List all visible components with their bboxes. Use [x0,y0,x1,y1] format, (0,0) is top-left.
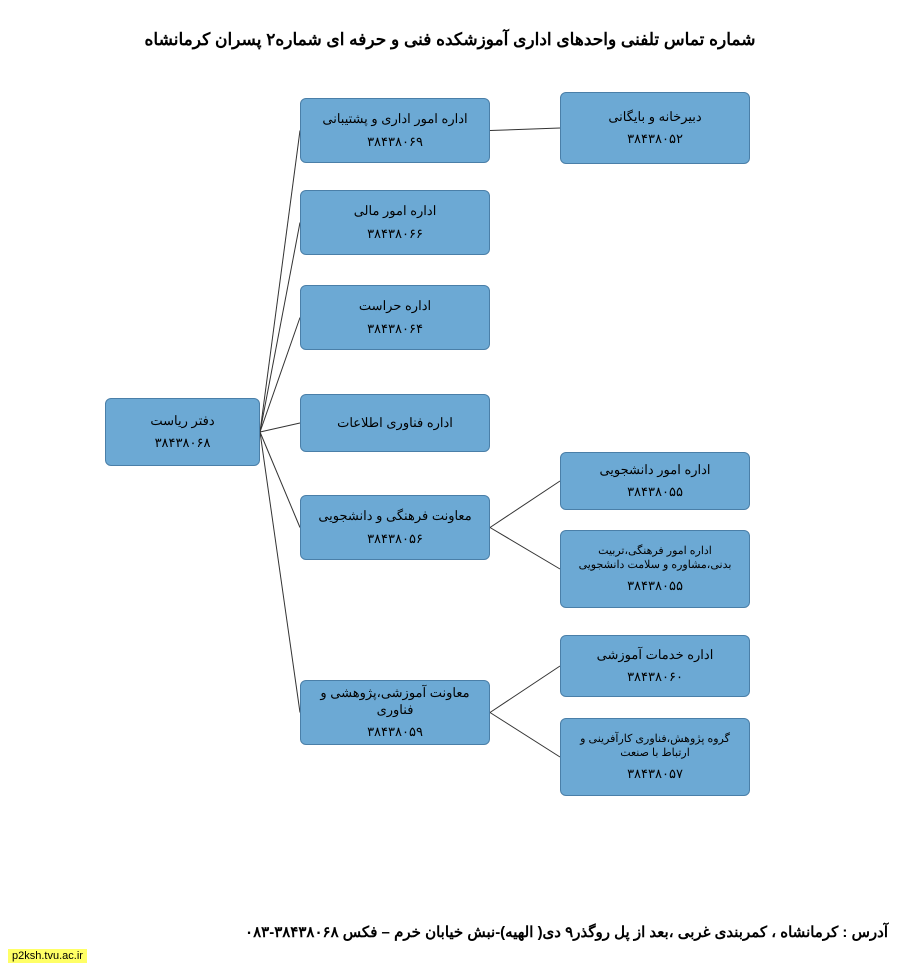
node-finance: اداره امور مالی ۳۸۴۳۸۰۶۶ [300,190,490,255]
node-student: اداره امور دانشجویی ۳۸۴۳۸۰۵۵ [560,452,750,510]
node-label: معاونت فرهنگی و دانشجویی [318,508,471,525]
node-label: اداره فناوری اطلاعات [337,415,453,432]
node-sport: اداره امور فرهنگی،تربیت بدنی،مشاوره و سل… [560,530,750,608]
node-label: معاونت آموزشی،پژوهشی و فناوری [307,685,483,719]
node-security: اداره حراست ۳۸۴۳۸۰۶۴ [300,285,490,350]
node-label: دفتر ریاست [150,413,214,430]
node-label: اداره امور فرهنگی،تربیت بدنی،مشاوره و سل… [567,544,743,573]
node-phone: ۳۸۴۳۸۰۶۰ [627,669,683,685]
node-phone: ۳۸۴۳۸۰۶۴ [367,321,423,337]
node-phone: ۳۸۴۳۸۰۶۸ [155,435,211,451]
node-phone: ۳۸۴۳۸۰۵۲ [627,131,683,147]
node-phone: ۳۸۴۳۸۰۶۶ [367,226,423,242]
node-phone: ۳۸۴۳۸۰۵۶ [367,531,423,547]
watermark: p2ksh.tvu.ac.ir [8,949,87,963]
footer-address: آدرس : کرمانشاه ، کمربندی غربی ،بعد از پ… [12,923,888,941]
node-label: اداره خدمات آموزشی [597,647,714,664]
node-it: اداره فناوری اطلاعات [300,394,490,452]
node-label: اداره امور اداری و پشتیبانی [322,111,467,128]
node-edu: معاونت آموزشی،پژوهشی و فناوری ۳۸۴۳۸۰۵۹ [300,680,490,745]
node-label: گروه پژوهش،فناوری کارآفرینی و ارتباط با … [567,732,743,761]
node-label: اداره حراست [359,298,431,315]
node-phone: ۳۸۴۳۸۰۵۵ [627,484,683,500]
node-phone: ۳۸۴۳۸۰۵۷ [627,766,683,782]
node-phone: ۳۸۴۳۸۰۵۹ [367,724,423,740]
node-research: گروه پژوهش،فناوری کارآفرینی و ارتباط با … [560,718,750,796]
node-label: اداره امور دانشجویی [599,462,710,479]
node-phone: ۳۸۴۳۸۰۵۵ [627,578,683,594]
node-archive: دبیرخانه و بایگانی ۳۸۴۳۸۰۵۲ [560,92,750,164]
node-root: دفتر ریاست ۳۸۴۳۸۰۶۸ [105,398,260,466]
node-eduserv: اداره خدمات آموزشی ۳۸۴۳۸۰۶۰ [560,635,750,697]
node-admin: اداره امور اداری و پشتیبانی ۳۸۴۳۸۰۶۹ [300,98,490,163]
node-cultural: معاونت فرهنگی و دانشجویی ۳۸۴۳۸۰۵۶ [300,495,490,560]
page-title: شماره تماس تلفنی واحدهای اداری آموزشکده … [80,30,820,50]
node-phone: ۳۸۴۳۸۰۶۹ [367,134,423,150]
node-label: اداره امور مالی [354,203,437,220]
node-label: دبیرخانه و بایگانی [608,109,701,126]
